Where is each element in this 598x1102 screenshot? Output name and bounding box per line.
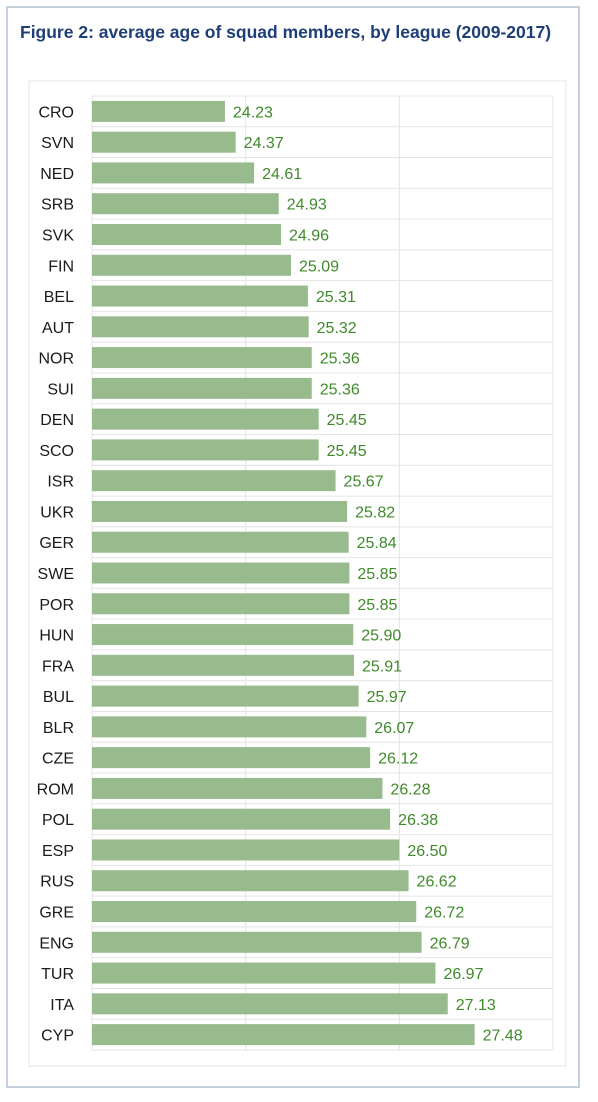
category-label: TUR (41, 966, 74, 983)
value-label: 26.07 (374, 720, 414, 737)
category-label: SRB (41, 197, 74, 214)
bar (92, 131, 236, 153)
category-label: ITA (50, 997, 74, 1014)
bar (92, 254, 291, 276)
plot-area-border (28, 80, 567, 1067)
bar (92, 993, 448, 1015)
category-label: ISR (47, 474, 74, 491)
value-label: 25.45 (327, 412, 367, 429)
category-label: UKR (40, 504, 74, 521)
category-label: GER (39, 535, 74, 552)
bar (92, 100, 225, 122)
value-label: 25.84 (357, 535, 397, 552)
category-labels: CRO SVN NED SRB SVK FIN BEL AUT NOR SUI DEN SCO ISR U… (37, 104, 75, 1044)
bar (92, 654, 355, 676)
value-label: 26.28 (390, 781, 430, 798)
bar (92, 500, 348, 522)
bar (92, 839, 400, 861)
category-label: FRA (42, 658, 74, 675)
value-label: 24.61 (262, 166, 302, 183)
bar (92, 870, 409, 892)
value-label: 27.13 (456, 997, 496, 1014)
category-label: DEN (40, 412, 74, 429)
category-label: SVK (42, 227, 74, 244)
value-label: 26.12 (378, 751, 418, 768)
value-label: 25.91 (362, 658, 402, 675)
bar (92, 285, 308, 307)
category-label: SUI (47, 381, 74, 398)
category-label: SCO (39, 443, 74, 460)
category-label: HUN (39, 628, 74, 645)
bar (92, 439, 319, 461)
bar (92, 562, 350, 584)
value-label: 25.31 (316, 289, 356, 306)
bar (92, 685, 359, 707)
category-label: SVN (41, 135, 74, 152)
bar (92, 377, 312, 399)
category-label: BUL (43, 689, 74, 706)
bar (92, 593, 350, 615)
value-label: 24.93 (287, 197, 327, 214)
category-label: SWE (38, 566, 74, 583)
bar (92, 223, 282, 245)
bar (92, 624, 354, 646)
value-label: 25.32 (317, 320, 357, 337)
bar (92, 962, 436, 984)
bar (92, 408, 319, 430)
category-label: ROM (37, 781, 74, 798)
value-label: 25.85 (357, 566, 397, 583)
bar (92, 531, 349, 553)
value-label: 26.50 (407, 843, 447, 860)
category-label: GRE (39, 905, 74, 922)
value-labels: 24.23 24.37 24.61 24.93 24.96 25.09 25.31 25.32… (233, 104, 523, 1044)
category-label: BEL (44, 289, 74, 306)
category-label: CRO (38, 104, 74, 121)
category-label: NOR (38, 351, 74, 368)
bar (92, 470, 336, 492)
category-label: BLR (43, 720, 74, 737)
value-label: 25.45 (327, 443, 367, 460)
category-label: POL (42, 812, 74, 829)
value-label: 25.85 (357, 597, 397, 614)
bars (92, 100, 475, 1046)
chart-title: Figure 2: average age of squad members, … (20, 22, 552, 42)
value-label: 24.37 (244, 135, 284, 152)
bar (92, 901, 417, 923)
category-label: ESP (42, 843, 74, 860)
value-label: 25.36 (320, 351, 360, 368)
value-label: 26.62 (417, 874, 457, 891)
category-label: NED (40, 166, 74, 183)
bar (92, 316, 309, 338)
value-label: 25.82 (355, 504, 395, 521)
value-label: 24.23 (233, 104, 273, 121)
category-label: FIN (48, 258, 74, 275)
value-label: 26.38 (398, 812, 438, 829)
value-label: 26.79 (430, 935, 470, 952)
bar (92, 162, 255, 184)
value-label: 26.72 (424, 905, 464, 922)
bar (92, 931, 422, 953)
category-label: RUS (40, 874, 74, 891)
value-label: 25.97 (367, 689, 407, 706)
value-label: 26.97 (443, 966, 483, 983)
bar (92, 347, 312, 369)
category-label: POR (39, 597, 74, 614)
bar (92, 193, 279, 215)
category-label: ENG (39, 935, 74, 952)
value-label: 25.67 (344, 474, 384, 491)
bar (92, 747, 371, 769)
value-label: 25.36 (320, 381, 360, 398)
category-label: CYP (41, 1028, 74, 1045)
bar (92, 716, 367, 738)
bar (92, 808, 391, 830)
value-label: 24.96 (289, 227, 329, 244)
value-label: 25.09 (299, 258, 339, 275)
value-label: 27.48 (483, 1028, 523, 1045)
category-label: AUT (42, 320, 74, 337)
bar (92, 777, 383, 799)
value-label: 25.90 (361, 628, 401, 645)
category-label: CZE (42, 751, 74, 768)
bar (92, 1024, 475, 1046)
